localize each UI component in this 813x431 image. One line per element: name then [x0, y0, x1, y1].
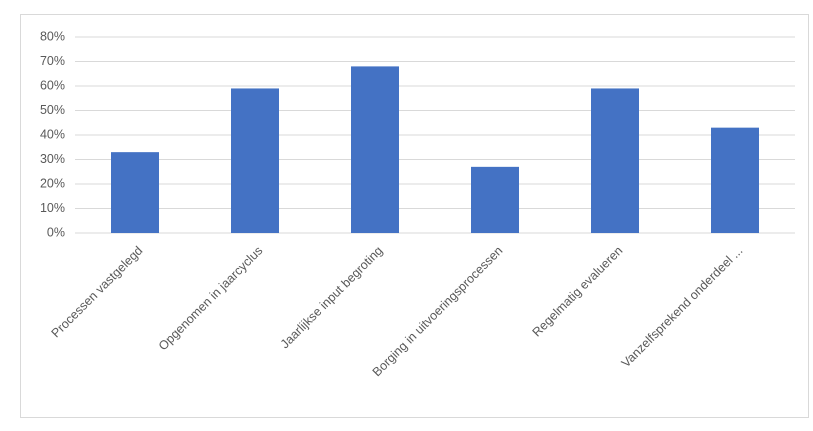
y-tick-label: 70%	[40, 54, 65, 68]
y-tick-label: 30%	[40, 152, 65, 166]
bar	[351, 66, 399, 234]
y-tick-label: 50%	[40, 103, 65, 117]
bar	[591, 88, 639, 233]
bar	[231, 88, 279, 233]
y-tick-label: 20%	[40, 176, 65, 190]
bar	[471, 166, 519, 233]
y-tick-label: 80%	[40, 29, 65, 43]
y-tick-label: 40%	[40, 127, 65, 141]
bar	[111, 152, 159, 233]
y-tick-label: 10%	[40, 201, 65, 215]
bar	[711, 127, 759, 233]
y-tick-label: 60%	[40, 78, 65, 92]
y-tick-label: 0%	[47, 225, 65, 239]
